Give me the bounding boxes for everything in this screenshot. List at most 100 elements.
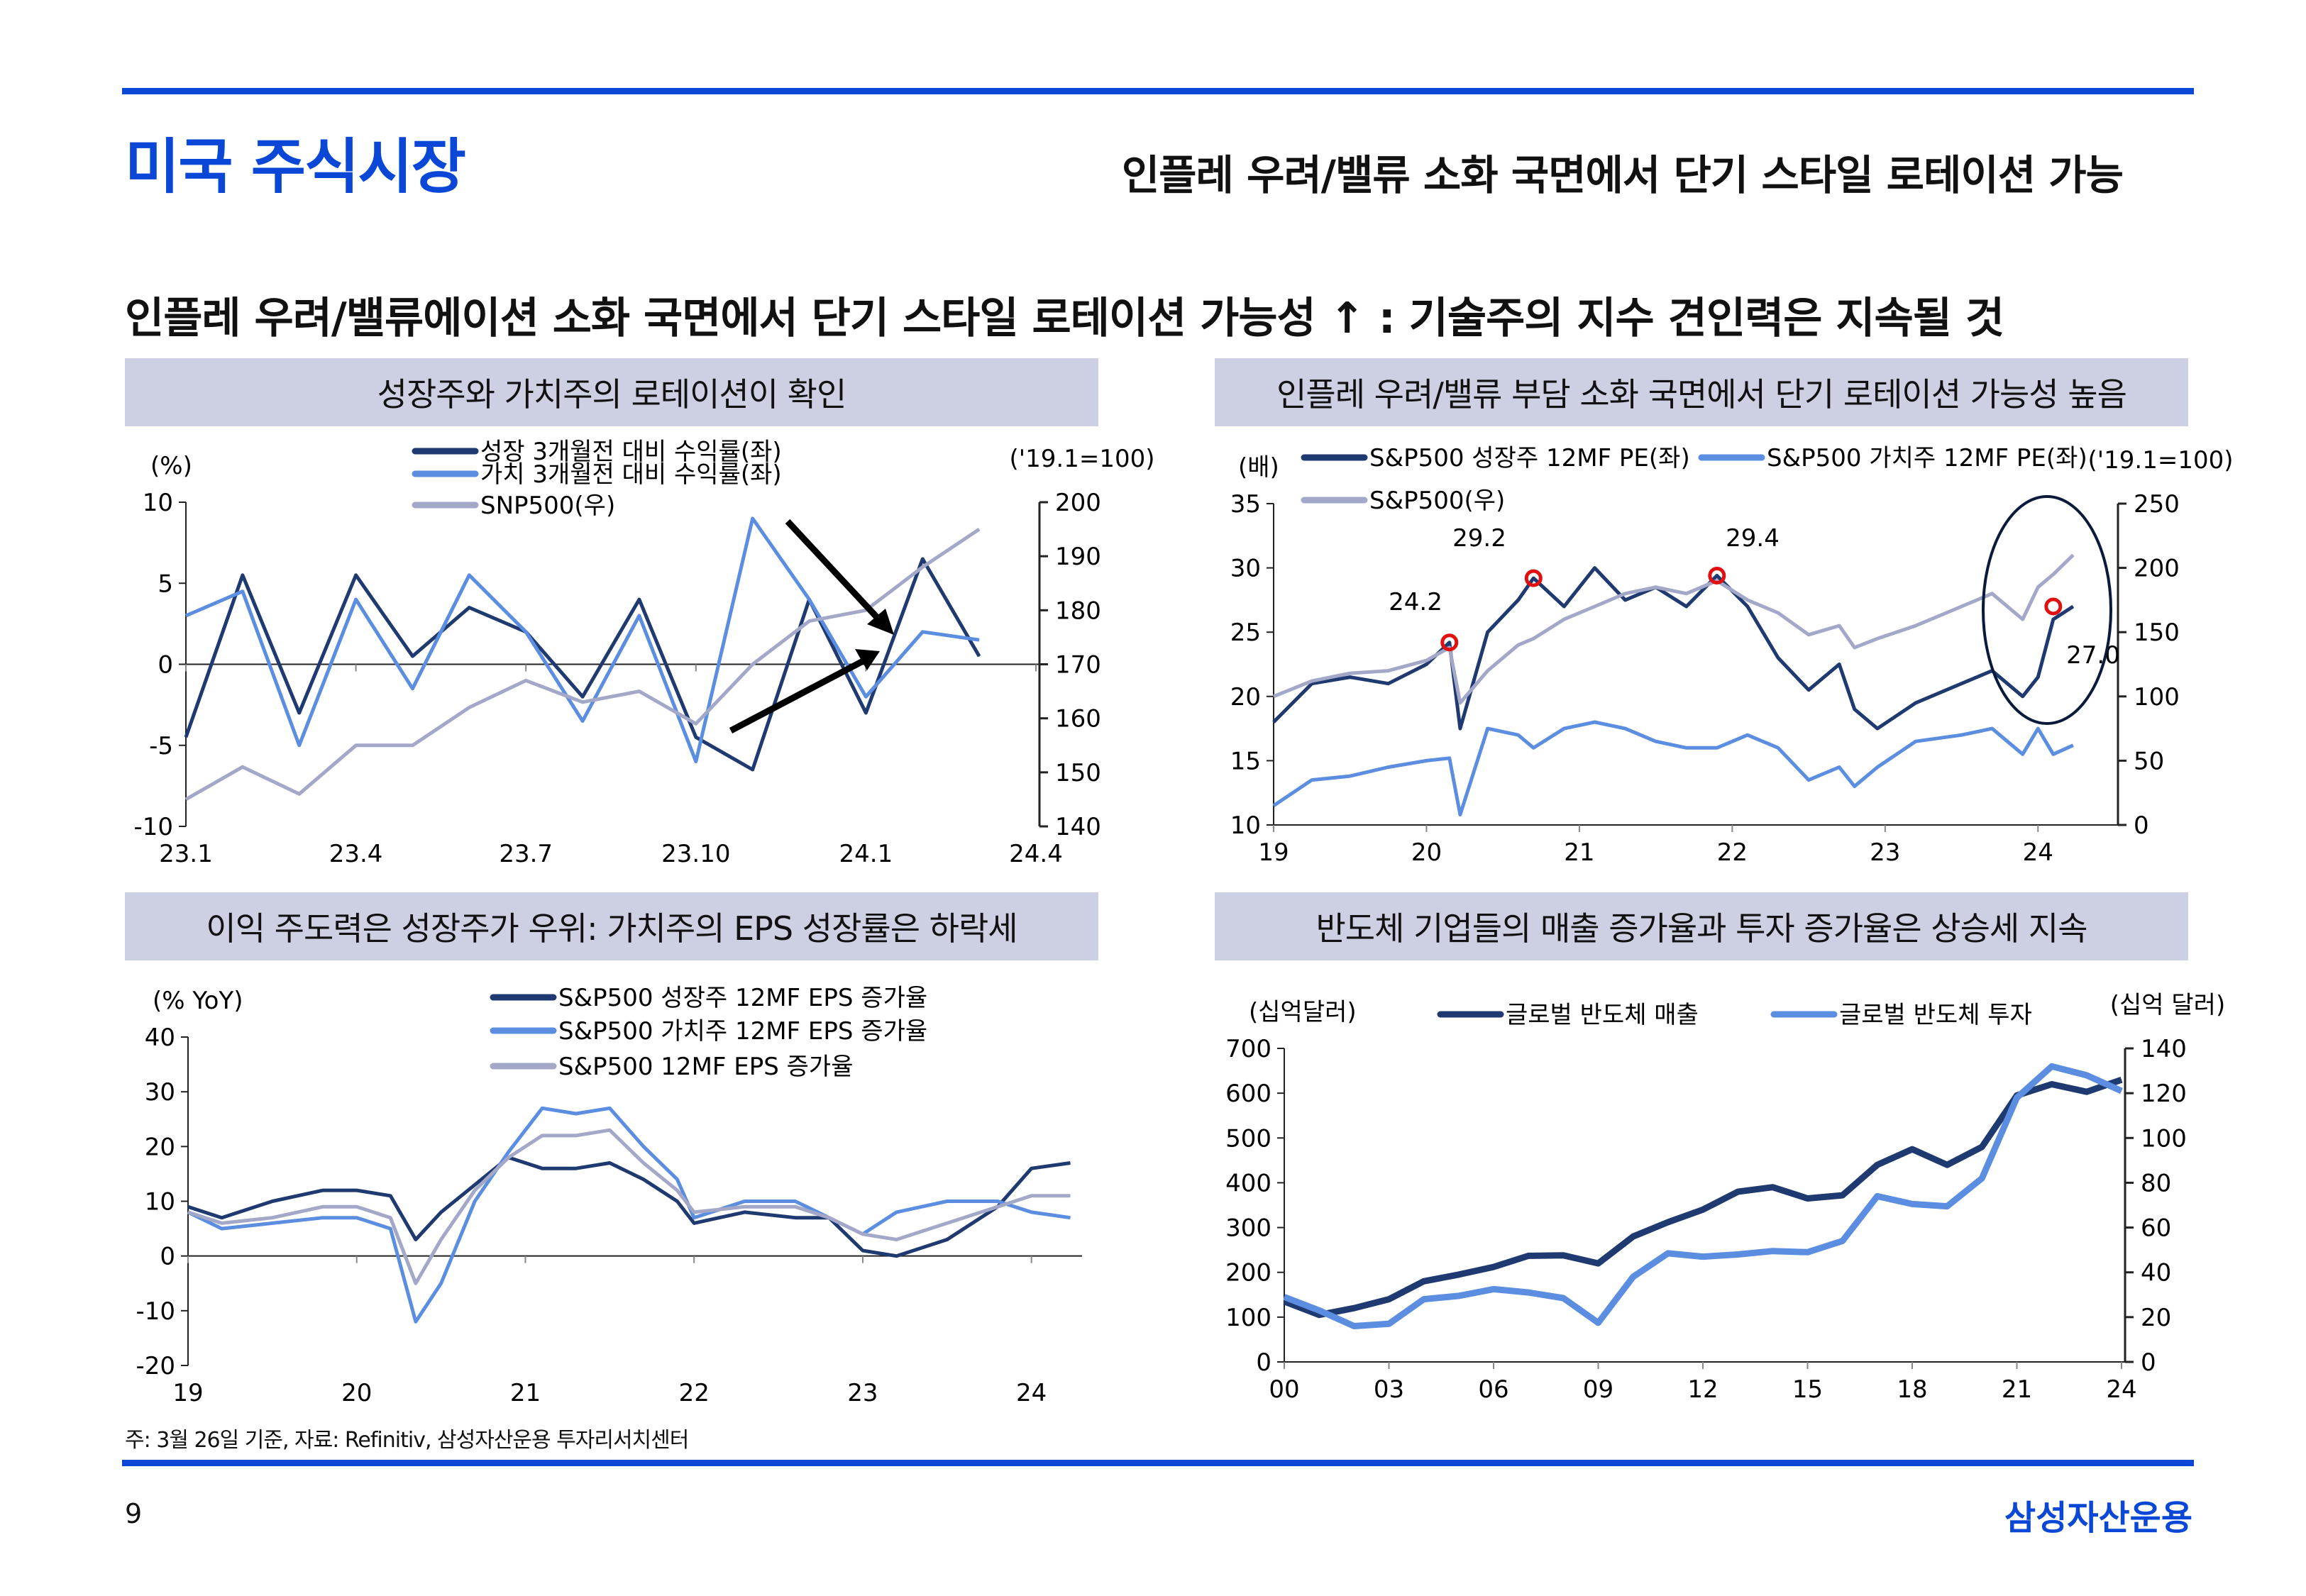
c1-point-0 — [1838, 664, 1840, 665]
c3-ytick-label-left: 0 — [1256, 1348, 1271, 1377]
page-number: 9 — [125, 1498, 143, 1529]
c1-point-0 — [1426, 664, 1427, 665]
c2-point-0 — [541, 1168, 543, 1169]
c2-point-0 — [415, 1239, 416, 1240]
c1-point-0 — [1747, 606, 1748, 607]
c1-point-2 — [1533, 638, 1534, 639]
page-subtitle: 인플레 우려/밸류 소화 국면에서 단기 스타일 로테이션 가능 — [1121, 151, 2124, 199]
c0-ytick-label-right: 140 — [1055, 813, 1101, 841]
c2-ylabel-left: (% YoY) — [153, 987, 243, 1015]
c0-ylabel-right: ('19.1=100) — [1010, 445, 1155, 473]
c1-highlight-marker-2 — [1708, 566, 1726, 584]
c2-point-1 — [415, 1321, 416, 1322]
c3-xtick-label: 21 — [2002, 1375, 2032, 1404]
c1-annotation-label-1: 29.2 — [1452, 524, 1506, 553]
panel-title-2: 인플레 우려/밸류 부담 소화 국면에서 단기 로테이션 가능성 높음 — [1215, 358, 2188, 426]
c2-xtick-label: 23 — [847, 1379, 878, 1407]
panel-title-1: 성장주와 가치주의 로테이션이 확인 — [125, 358, 1098, 426]
c3-point-1 — [1702, 1256, 1704, 1258]
c1-xtick-label: 22 — [1717, 838, 1748, 867]
c1-point-2 — [1747, 599, 1748, 601]
footnote: 주: 3월 26일 기준, 자료: Refinitiv, 삼성자산운용 투자리서… — [125, 1428, 689, 1453]
c0-ylabel-left: (%) — [150, 452, 192, 480]
c0-xtick-label: 23.10 — [661, 840, 730, 868]
c2-point-2 — [1069, 1195, 1071, 1197]
c1-point-0 — [1311, 683, 1313, 685]
c1-ytick-label-left: 20 — [1230, 683, 1261, 711]
c1-ytick-label-left: 15 — [1230, 747, 1261, 775]
c1-annotation-label-2: 29.4 — [1726, 524, 1780, 553]
c1-xtick-label: 24 — [2023, 838, 2053, 867]
c1-point-0 — [1877, 728, 1878, 729]
c2-legend-label-2: S&P500 12MF EPS 증가율 — [558, 1053, 853, 1081]
c3-ytick-label-right: 20 — [2141, 1304, 2171, 1332]
c0-xtick-label: 24.4 — [1009, 840, 1063, 868]
c2-ytick-label-left: 40 — [145, 1024, 175, 1052]
c1-point-1 — [2022, 753, 2024, 755]
c1-legend-label-1: S&P500 가치주 12MF PE(좌) — [1767, 444, 2087, 472]
c0-point-2 — [468, 706, 470, 708]
c2-xtick-label: 22 — [679, 1379, 710, 1407]
c0-ytick-label-right: 190 — [1055, 543, 1101, 571]
c3-ytick-label-right: 100 — [2141, 1124, 2187, 1153]
c3-point-1 — [1318, 1309, 1320, 1311]
c1-ytick-label-left: 35 — [1230, 490, 1261, 519]
c2-point-1 — [541, 1107, 543, 1109]
c1-point-1 — [2037, 728, 2039, 729]
c1-point-2 — [1426, 660, 1427, 661]
c3-point-1 — [2051, 1065, 2053, 1067]
c2-point-1 — [693, 1217, 695, 1219]
c3-legend-label-0: 글로벌 반도체 매출 — [1506, 1001, 1699, 1029]
c1-point-2 — [1311, 680, 1313, 682]
c0-point-1 — [922, 631, 923, 633]
c1-point-0 — [1594, 567, 1595, 569]
c2-point-1 — [676, 1179, 678, 1180]
c3-point-1 — [1458, 1295, 1460, 1297]
c2-point-2 — [415, 1282, 416, 1284]
c1-point-0 — [1388, 683, 1389, 685]
c1-point-0 — [1686, 606, 1687, 607]
c0-point-1 — [695, 761, 697, 763]
c2-point-2 — [609, 1129, 610, 1131]
c0-point-1 — [242, 591, 243, 592]
c1-point-0 — [1961, 683, 1962, 685]
c0-down-arrow-head — [867, 609, 894, 635]
c2-point-1 — [643, 1146, 644, 1147]
c0-point-1 — [412, 688, 413, 689]
c3-point-0 — [1807, 1198, 1808, 1199]
c3-ytick-label-right: 60 — [2141, 1214, 2171, 1243]
c3-point-0 — [2051, 1084, 2053, 1085]
c3-point-1 — [1807, 1251, 1808, 1253]
c3-ytick-label-left: 600 — [1225, 1080, 1271, 1108]
c1-point-2 — [1449, 647, 1450, 648]
c1-point-2 — [1625, 593, 1626, 594]
c0-ytick-label-left: 5 — [158, 570, 173, 598]
c0-legend-label-0: 성장 3개월전 대비 수익률(좌) — [480, 438, 782, 466]
c1-point-1 — [1426, 760, 1427, 761]
c2-point-2 — [575, 1135, 577, 1136]
c3-point-0 — [1562, 1255, 1564, 1256]
c3-ytick-label-right: 80 — [2141, 1169, 2171, 1197]
c3-ytick-label-left: 700 — [1225, 1035, 1271, 1063]
c3-point-0 — [1667, 1221, 1669, 1223]
c0-ytick-label-left: 10 — [143, 489, 173, 517]
c1-point-2 — [1594, 606, 1595, 607]
c1-point-0 — [1563, 606, 1565, 607]
c3-point-0 — [1318, 1314, 1320, 1316]
c1-ytick-label-right: 50 — [2134, 747, 2164, 775]
c1-point-1 — [1563, 728, 1565, 729]
c3-point-0 — [1702, 1209, 1704, 1210]
c2-point-2 — [390, 1217, 391, 1219]
c0-point-1 — [809, 599, 810, 600]
c1-point-2 — [1716, 580, 1718, 582]
c1-point-0 — [1915, 702, 1916, 704]
c2-point-0 — [575, 1168, 577, 1169]
c0-point-2 — [412, 745, 413, 746]
c2-point-2 — [1031, 1195, 1032, 1197]
c1-point-2 — [1877, 638, 1878, 639]
c0-point-0 — [922, 558, 923, 560]
c3-xtick-label: 03 — [1374, 1375, 1404, 1404]
c0-point-2 — [978, 528, 980, 530]
c3-ytick-label-right: 120 — [2141, 1080, 2187, 1108]
